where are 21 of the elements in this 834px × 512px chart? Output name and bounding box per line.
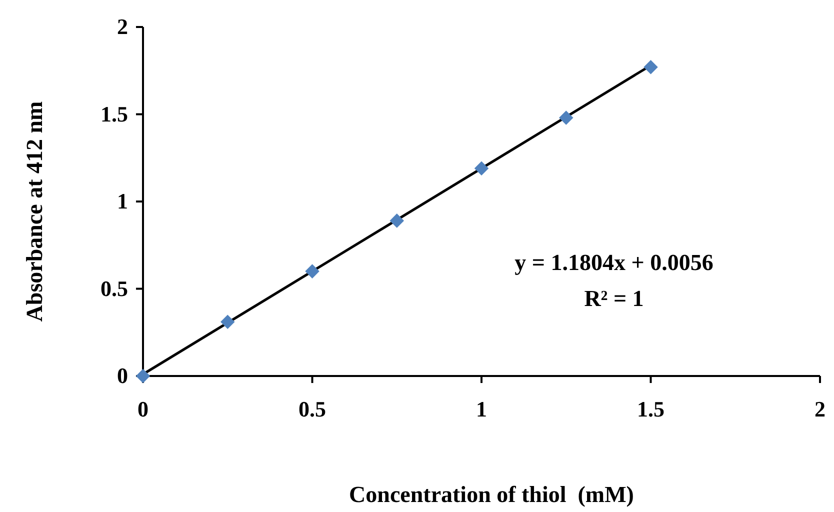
x-tick-label: 1 [476, 396, 487, 422]
y-tick-label: 1 [117, 188, 128, 214]
x-tick-label: 2 [814, 396, 826, 422]
y-axis-title: Absorbance at 412 nm [22, 101, 47, 322]
y-tick-label: 0 [117, 363, 128, 388]
y-tick-label: 2 [117, 14, 128, 40]
point [558, 110, 574, 125]
y-tick-label: 0.5 [100, 276, 128, 301]
annotation: R² = 1 [584, 286, 644, 311]
point [220, 314, 235, 330]
x-tick-label: 0.5 [298, 396, 326, 422]
annotation: y = 1.1804x + 0.0056 [514, 250, 714, 275]
x-axis-title: Concentration of thiol (mM) [349, 482, 634, 507]
x-tick-label: 0 [138, 396, 148, 422]
point [644, 60, 658, 74]
x-tick-label: 1.5 [637, 396, 664, 422]
point [390, 214, 404, 228]
point [136, 368, 150, 384]
point [474, 161, 489, 176]
y-tick-label: 1.5 [100, 101, 128, 126]
point [305, 264, 320, 278]
